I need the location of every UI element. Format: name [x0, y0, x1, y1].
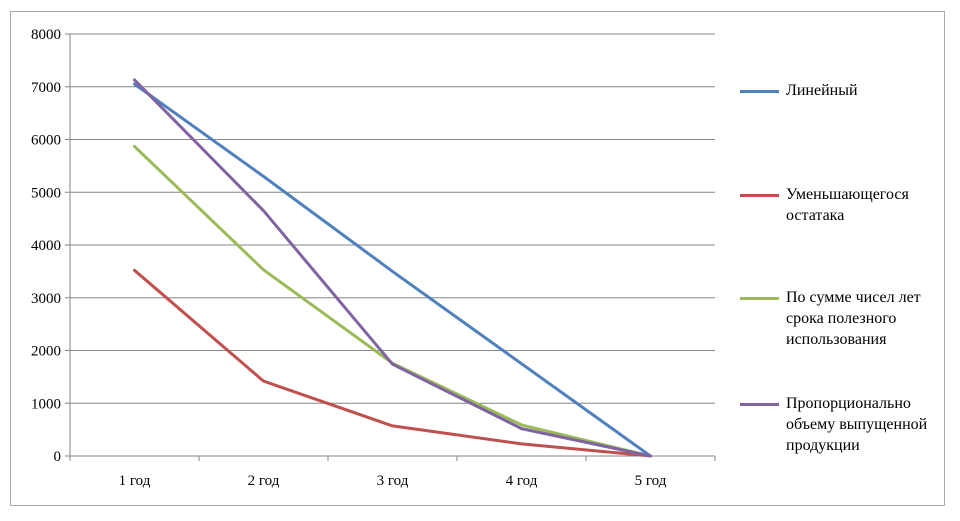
- legend-label-declining-balance: Уменьшающегося остатака: [786, 186, 909, 224]
- legend-item-declining-balance: Уменьшающегося остатака: [740, 184, 936, 226]
- series-lines: [133, 78, 652, 458]
- y-tick-label: 2000: [31, 344, 61, 360]
- chart-frame: [10, 11, 945, 506]
- x-tick-label: 5 год: [635, 473, 667, 489]
- y-tick-label: 8000: [31, 27, 61, 43]
- legend-swatch-units-of-production: [740, 403, 779, 406]
- legend-label-units-of-production: Пропорционально объему выпущенной продук…: [786, 395, 928, 454]
- legend-swatch-linear: [740, 90, 779, 93]
- gridlines: [70, 33, 715, 404]
- series-line-3: [133, 144, 652, 458]
- legend-swatch-declining-balance: [740, 194, 779, 197]
- legend-label-sum-of-years: По сумме чисел лет срока полезного испол…: [786, 289, 921, 348]
- series-line-4: [133, 78, 652, 458]
- y-tick-label: 0: [54, 449, 62, 465]
- x-tick-label: 4 год: [506, 473, 538, 489]
- x-tick-label: 2 год: [248, 473, 280, 489]
- y-tick-label: 4000: [31, 238, 61, 254]
- y-tick-label: 3000: [31, 291, 61, 307]
- y-axis: 0 1000 2000 3000 4000 5000 6000 7000 8000: [31, 27, 71, 465]
- x-tick-label: 3 год: [377, 473, 409, 489]
- y-tick-label: 7000: [31, 80, 61, 96]
- legend-label-linear: Линейный: [786, 82, 858, 99]
- y-tick-label: 1000: [31, 396, 61, 412]
- y-tick-label: 6000: [31, 133, 61, 149]
- series-line-2: [133, 268, 652, 458]
- legend-swatch-sum-of-years: [740, 297, 779, 300]
- x-axis: 1 год 2 год 3 год 4 год 5 год: [69, 455, 716, 489]
- series-line-1: [133, 82, 652, 458]
- legend-item-units-of-production: Пропорционально объему выпущенной продук…: [740, 393, 936, 456]
- y-tick-label: 5000: [31, 185, 61, 201]
- legend-item-sum-of-years: По сумме чисел лет срока полезного испол…: [740, 287, 936, 350]
- legend: Линейный Уменьшающегося остатака По сумм…: [740, 0, 940, 521]
- x-tick-label: 1 год: [119, 473, 151, 489]
- legend-item-linear: Линейный: [740, 80, 936, 101]
